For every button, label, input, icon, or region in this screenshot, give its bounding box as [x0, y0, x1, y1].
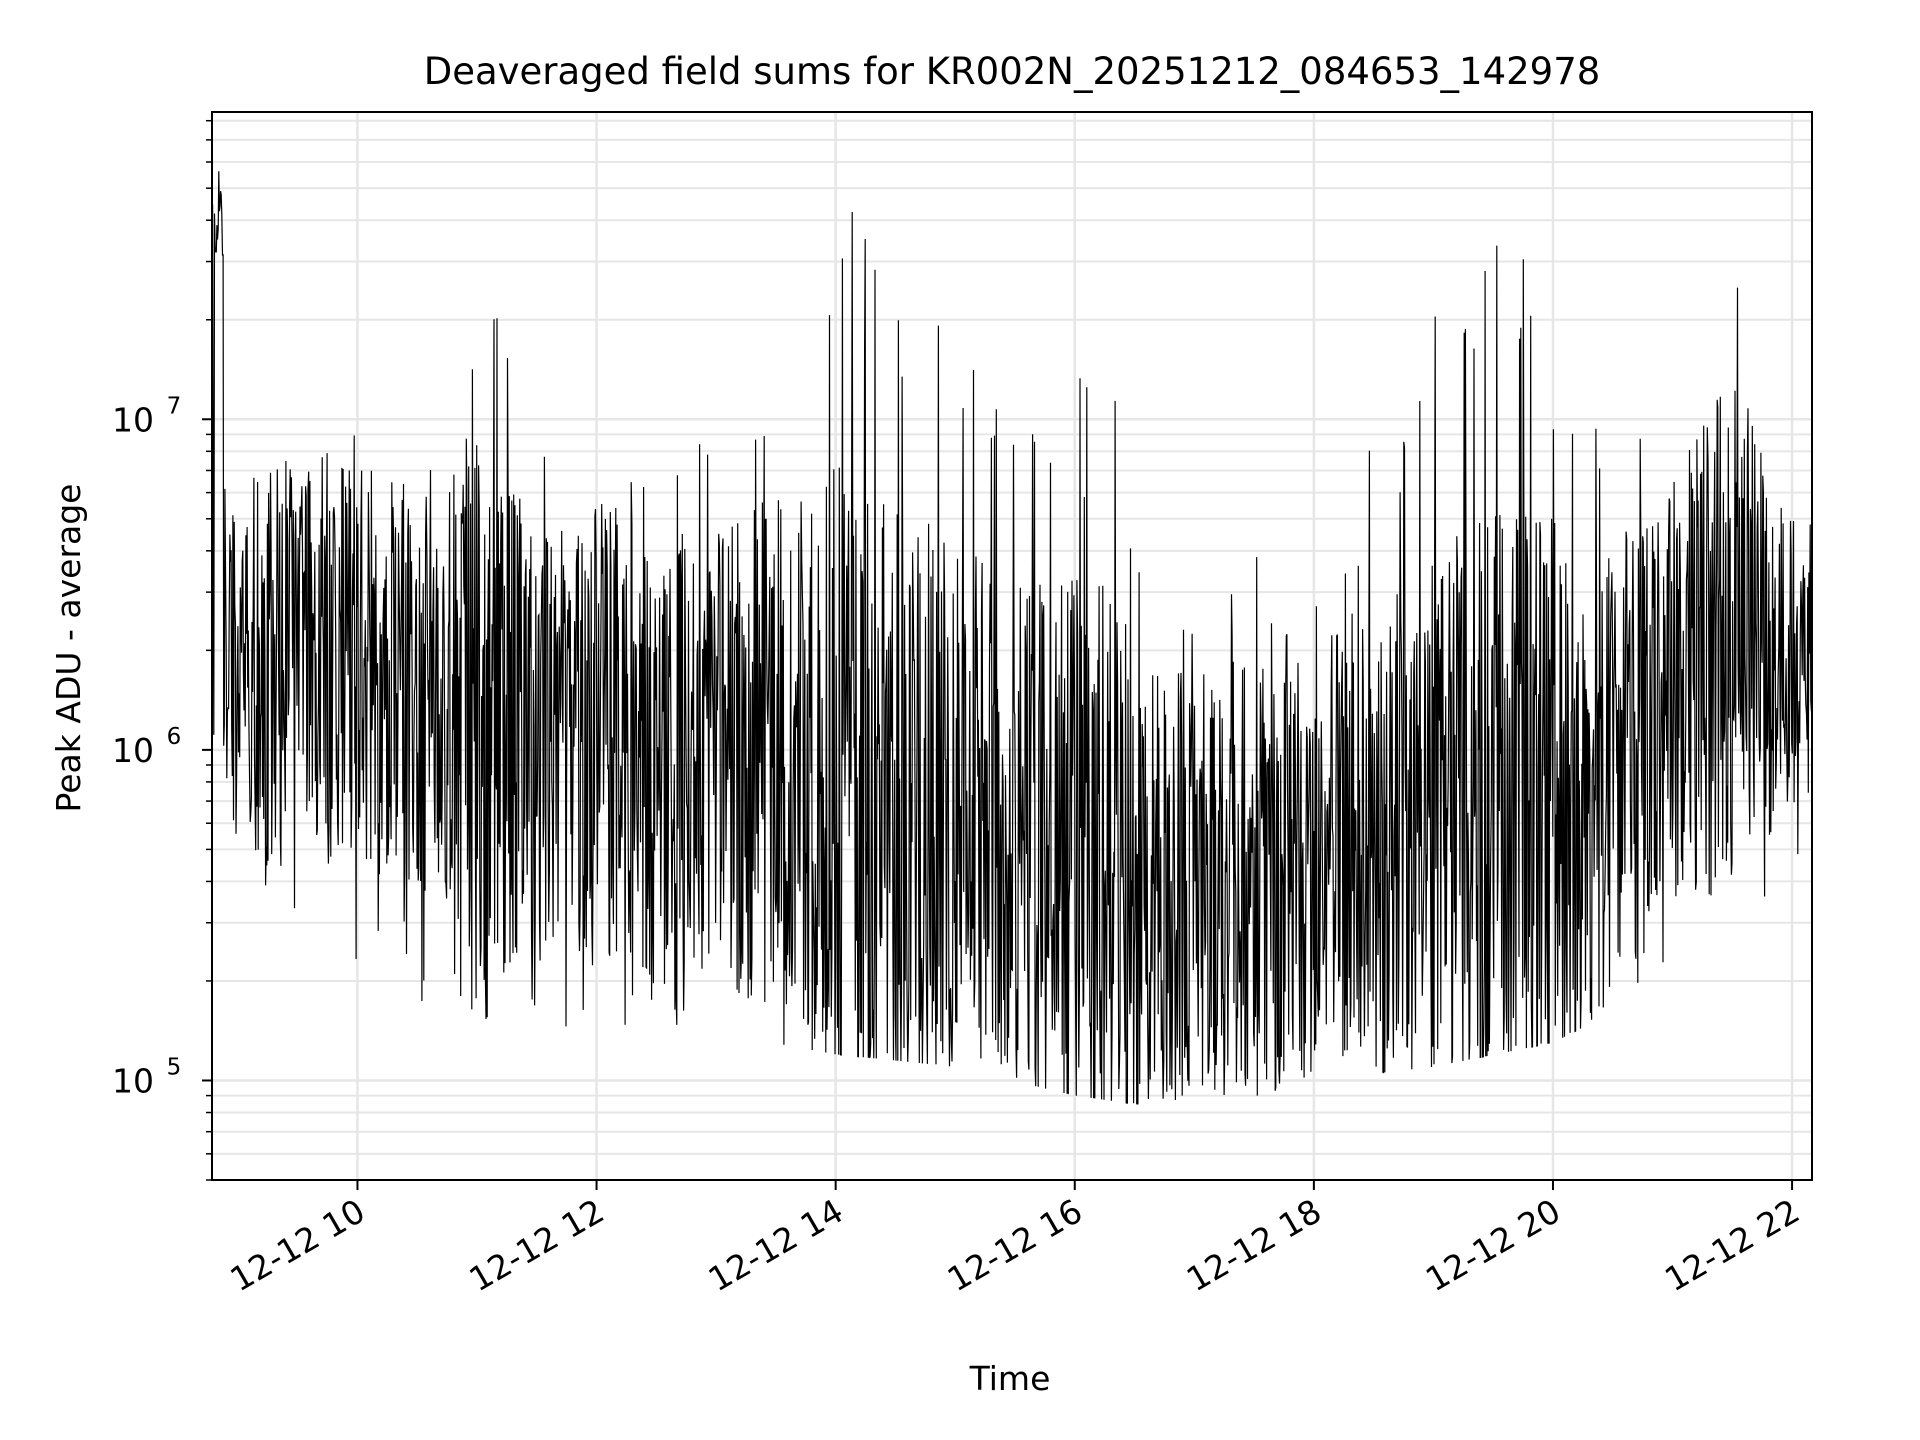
y-tick-exponent: 5	[167, 1054, 182, 1080]
y-tick-label: 10	[112, 731, 154, 770]
y-axis: 10 5 10 6 10 7	[112, 119, 212, 1181]
plot-frame	[211, 111, 1813, 1181]
y-tick-exponent: 6	[167, 724, 182, 750]
y-tick-label: 10	[112, 400, 154, 439]
y-axis-label: Peak ADU - average	[49, 484, 88, 813]
y-tick-label: 10	[112, 1061, 154, 1100]
series-line-layer	[212, 171, 1812, 1105]
y-tick-exponent: 7	[167, 393, 182, 419]
series-line	[212, 171, 1812, 1105]
chart-title: Deaveraged field sums for KR002N_2025121…	[424, 50, 1601, 93]
x-axis-label: Time	[969, 1359, 1051, 1398]
